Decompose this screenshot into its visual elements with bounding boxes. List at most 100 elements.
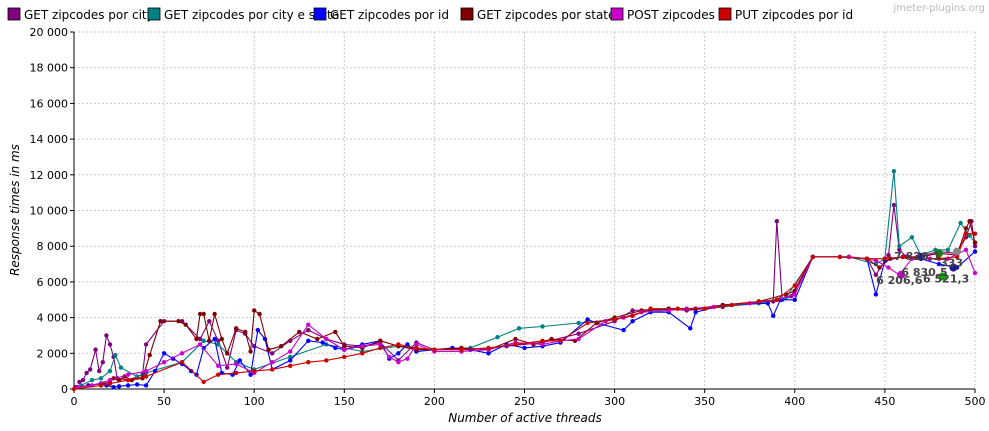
data-point: [270, 351, 275, 356]
data-point: [897, 247, 902, 252]
legend-swatch: [718, 7, 732, 21]
data-point: [111, 385, 116, 390]
data-point: [93, 347, 98, 352]
data-point: [891, 202, 897, 208]
data-point: [378, 345, 383, 351]
data-point: [107, 381, 113, 386]
data-point: [621, 327, 626, 333]
data-point: [486, 351, 491, 356]
data-point: [320, 340, 325, 345]
data-point: [134, 382, 140, 387]
data-point: [216, 342, 221, 347]
data-point: [729, 302, 734, 308]
x-tick-label: 100: [244, 395, 265, 408]
data-point: [897, 244, 902, 249]
y-tick-label: 12 000: [30, 169, 69, 182]
data-point: [414, 345, 419, 351]
data-point: [774, 219, 779, 224]
data-point: [342, 354, 347, 360]
legend-item-get-zipcodes-por-state: GET zipcodes por state: [460, 7, 615, 22]
y-tick-label: 0: [61, 383, 68, 396]
data-point: [297, 329, 302, 335]
data-point: [207, 319, 212, 324]
value-annotation: 6 521,3: [923, 272, 969, 285]
data-point: [116, 384, 122, 389]
data-point: [972, 240, 978, 245]
data-point: [630, 313, 635, 318]
x-tick-label: 200: [424, 395, 445, 408]
data-point: [158, 319, 163, 324]
data-point: [197, 311, 203, 317]
data-point: [125, 377, 131, 383]
y-tick-label: 10 000: [30, 205, 69, 218]
y-tick-label: 2 000: [37, 347, 69, 360]
highlight-marker: [938, 272, 947, 281]
highlight-marker: [935, 249, 943, 258]
data-point: [97, 368, 102, 374]
data-point: [396, 342, 401, 347]
data-point: [432, 347, 437, 352]
data-point: [71, 386, 77, 392]
data-point: [558, 338, 563, 343]
data-point: [864, 256, 870, 261]
data-point: [873, 258, 879, 263]
data-point: [219, 336, 224, 342]
data-point: [774, 297, 779, 302]
data-point: [936, 261, 942, 267]
y-axis-title: Response times in ms: [8, 144, 22, 276]
x-tick-label: 450: [874, 395, 895, 408]
data-point: [522, 345, 527, 351]
x-tick-label: 400: [784, 395, 805, 408]
series-layer: [71, 169, 978, 392]
data-point: [288, 358, 293, 363]
highlight-marker: [953, 247, 961, 256]
data-point: [161, 351, 167, 356]
data-point: [886, 265, 891, 270]
data-point: [197, 342, 203, 347]
data-point: [201, 311, 206, 317]
y-tick-label: 18 000: [30, 62, 69, 75]
data-point: [183, 322, 188, 327]
data-point: [972, 231, 978, 236]
legend-swatch: [313, 7, 327, 21]
data-point: [324, 336, 329, 342]
data-point: [104, 333, 109, 338]
data-point: [972, 244, 978, 249]
y-tick-label: 16 000: [30, 97, 69, 110]
data-point: [630, 319, 635, 324]
data-point: [288, 349, 293, 354]
annotations-layer: 7 820,1 6 830,56 206,6 333 6 521,3: [876, 247, 969, 287]
data-point: [967, 233, 972, 238]
data-point: [693, 310, 698, 315]
data-point: [576, 320, 581, 326]
data-point: [810, 254, 815, 260]
legend-swatch: [610, 7, 624, 21]
data-point: [909, 235, 915, 240]
data-point: [201, 379, 206, 385]
data-point: [324, 358, 329, 363]
legend-label: POST zipcodes: [627, 8, 715, 22]
data-point: [248, 372, 253, 377]
y-tick-label: 14 000: [30, 133, 69, 146]
data-point: [342, 344, 347, 349]
x-tick-label: 300: [604, 395, 625, 408]
data-point: [963, 231, 969, 236]
data-point: [771, 313, 776, 318]
data-point: [100, 360, 106, 365]
y-tick-label: 6 000: [37, 276, 69, 289]
data-point: [666, 308, 671, 313]
data-point: [513, 336, 518, 342]
data-point: [89, 377, 95, 383]
data-point: [972, 270, 978, 276]
data-point: [886, 252, 891, 258]
data-point: [954, 254, 960, 260]
data-point: [342, 347, 347, 352]
data-point: [80, 377, 86, 383]
legend-swatch: [147, 7, 161, 21]
data-point: [176, 319, 181, 324]
watermark: jmeter-plugins.org: [892, 3, 985, 14]
data-point: [576, 331, 581, 336]
data-point: [201, 338, 206, 343]
